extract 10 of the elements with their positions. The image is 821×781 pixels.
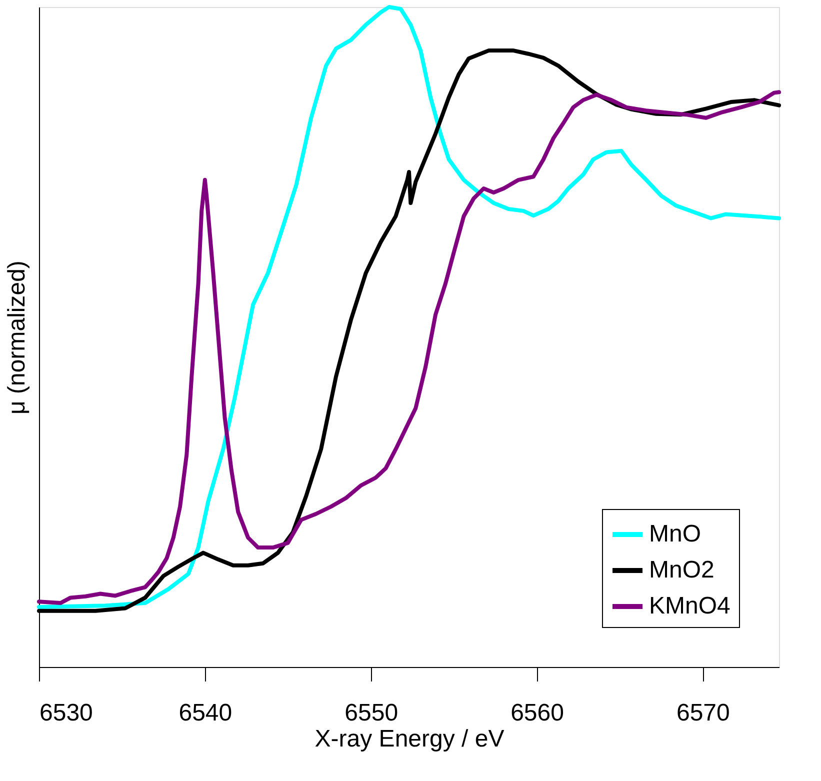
x-tick-label: 6530: [40, 700, 93, 726]
y-axis-title: μ (normalized): [4, 260, 30, 414]
x-axis-title: X-ray Energy / eV: [314, 726, 504, 752]
legend-label: MnO: [649, 520, 702, 548]
legend-label: KMnO4: [649, 592, 730, 620]
x-tick-label: 6570: [676, 700, 730, 726]
x-tick-label: 6550: [344, 700, 398, 726]
x-tick-label: 6560: [510, 700, 564, 726]
x-tick-label: 6540: [178, 700, 232, 726]
legend-label: MnO2: [649, 556, 714, 584]
